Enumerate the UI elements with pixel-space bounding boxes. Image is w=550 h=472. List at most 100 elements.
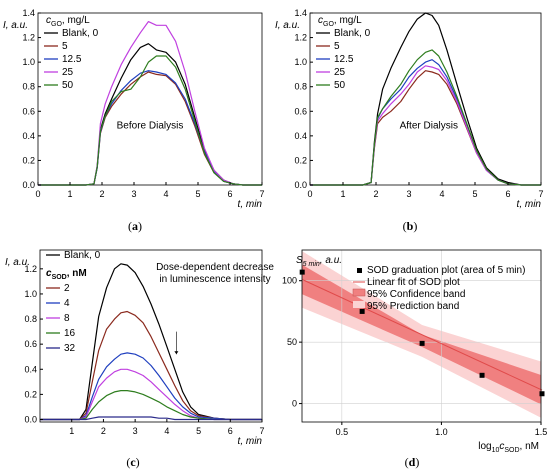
x-tick-label: 4 <box>439 189 444 199</box>
annotation-text: After Dialysis <box>400 120 458 131</box>
legend-marker-prediction <box>353 301 365 308</box>
series-line <box>40 352 262 421</box>
legend-label: Blank, 0 <box>62 28 99 39</box>
x-tick-label: 6 <box>228 426 233 436</box>
y-tick-label: 1.0 <box>22 57 35 67</box>
legend-label: 8 <box>64 313 70 324</box>
y-tick-label: 0.6 <box>24 339 37 349</box>
x-tick-label: 1.5 <box>535 427 548 437</box>
legend-label: 16 <box>64 328 76 339</box>
legend-label: 50 <box>62 80 74 91</box>
x-tick-label: 0 <box>307 189 312 199</box>
y-tick-label: 0 <box>292 399 297 409</box>
panel-caption: (a) <box>128 219 142 233</box>
x-tick-label: 5 <box>196 426 201 436</box>
y-tick-label: 0.4 <box>24 364 37 374</box>
series-line <box>40 390 262 421</box>
annotation-arrowhead <box>174 351 179 355</box>
y-axis-title: I, a.u. <box>5 257 30 268</box>
plot-frame <box>37 12 263 186</box>
y-tick-label: 0.8 <box>22 82 35 92</box>
legend-label: 32 <box>64 343 76 354</box>
y-tick-label: 0.4 <box>22 131 35 141</box>
legend-label: 12.5 <box>334 54 354 65</box>
y-tick-label: 50 <box>287 337 297 347</box>
data-point <box>539 391 545 397</box>
x-tick-label: 6 <box>227 189 232 199</box>
x-tick-label: 2 <box>99 189 104 199</box>
x-tick-label: 1 <box>340 189 345 199</box>
series-line <box>40 310 262 421</box>
x-axis-title: t, min <box>238 436 263 447</box>
annotation-text: Before Dialysis <box>117 120 184 131</box>
legend-label: 95% Confidence band <box>367 289 465 300</box>
plot-frame <box>39 249 263 423</box>
x-tick-label: 4 <box>164 426 169 436</box>
data-point <box>479 372 485 378</box>
x-tick-label: 5 <box>195 189 200 199</box>
legend-label: 25 <box>62 67 74 78</box>
legend-label: 2 <box>64 283 70 294</box>
legend-label: Blank, 0 <box>64 250 101 261</box>
legend-title: cGO, mg/L <box>46 15 90 28</box>
y-axis-title: I, a.u. <box>275 20 300 31</box>
x-tick-label: 0 <box>35 189 40 199</box>
legend-label: 12.5 <box>62 54 82 65</box>
y-tick-label: 0.2 <box>24 389 37 399</box>
legend-label: 95% Prediction band <box>367 301 459 312</box>
legend-label: 4 <box>64 298 70 309</box>
fit-line <box>301 279 543 391</box>
legend-label: 5 <box>62 41 68 52</box>
legend-label: 25 <box>334 67 346 78</box>
series-line <box>40 368 262 421</box>
x-tick-label: 4 <box>163 189 168 199</box>
x-axis-title: t, min <box>238 199 263 210</box>
y-tick-label: 0.2 <box>22 155 35 165</box>
x-tick-label: 2 <box>373 189 378 199</box>
y-tick-label: 0.4 <box>294 131 307 141</box>
panel-caption: (d) <box>405 455 420 469</box>
y-tick-label: 0.0 <box>22 180 35 190</box>
legend-label: 5 <box>334 41 340 52</box>
y-tick-label: 0.6 <box>22 106 35 116</box>
y-tick-label: 1.2 <box>24 264 37 274</box>
x-axis-title: t, min <box>517 199 542 210</box>
panel-a: 0 1 2 3 4 5 6 7 0.0 0.2 0.4 0.6 0.8 1.0 1.2 1.4 I, a.u. t… <box>3 8 265 233</box>
panel-c: 1 2 3 4 5 6 7 0.0 0.2 0.4 0.6 0.8 1.0 1.2I, a.u. t, mi… <box>5 249 274 469</box>
legend-title: cGO, mg/L <box>318 15 362 28</box>
annotation-text: in luminescence intensity <box>159 274 270 285</box>
panel-caption: (c) <box>126 455 139 469</box>
x-tick-label: 2 <box>101 426 106 436</box>
x-tick-label: 3 <box>406 189 411 199</box>
y-tick-label: 1.2 <box>294 33 307 43</box>
y-tick-label: 1.0 <box>24 289 37 299</box>
x-tick-label: 1 <box>69 426 74 436</box>
x-axis-title: log10cSOD, nM <box>478 441 539 454</box>
panel-caption: (b) <box>403 219 418 233</box>
data-point <box>359 308 365 314</box>
legend-label: SOD graduation plot (area of 5 min) <box>367 265 525 276</box>
series-line <box>40 263 262 421</box>
x-tick-label: 7 <box>538 189 543 199</box>
y-tick-label: 1.4 <box>22 8 35 18</box>
y-axis-title: I, a.u. <box>3 20 28 31</box>
x-tick-label: 0.5 <box>336 427 349 437</box>
legend-marker-points <box>357 268 362 273</box>
legend-marker-confidence <box>352 288 366 297</box>
legend-title: cSOD, nM <box>46 268 87 281</box>
x-tick-label: 5 <box>472 189 477 199</box>
series-line <box>310 49 541 186</box>
series-line <box>40 416 262 421</box>
x-tick-label: 1 <box>67 189 72 199</box>
series-line <box>38 55 262 186</box>
y-tick-label: 0.0 <box>294 180 307 190</box>
x-tick-label: 7 <box>259 426 264 436</box>
y-tick-label: 100 <box>282 276 297 286</box>
x-tick-label: 7 <box>259 189 264 199</box>
plot-frame <box>301 249 542 423</box>
data-point <box>419 340 425 346</box>
y-tick-label: 1.2 <box>22 33 35 43</box>
legend-label: 50 <box>334 80 346 91</box>
y-tick-label: 1.4 <box>294 8 307 18</box>
